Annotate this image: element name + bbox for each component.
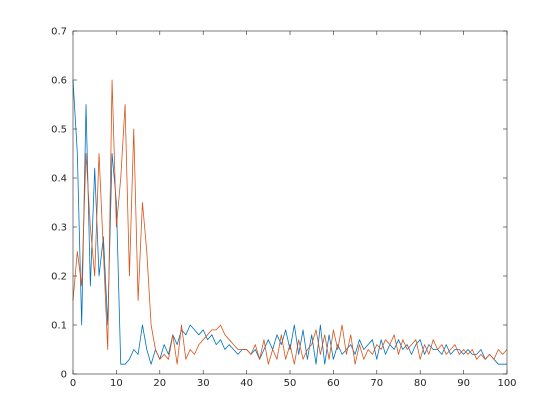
x-tick-label: 40 <box>240 378 253 389</box>
y-axis: 0 0.1 0.2 0.3 0.4 0.5 0.6 0.7 <box>51 27 507 381</box>
x-tick-label: 30 <box>197 378 210 389</box>
y-tick-label: 0.4 <box>51 174 67 185</box>
x-tick-label: 10 <box>110 378 123 389</box>
x-tick-label: 20 <box>153 378 166 389</box>
y-tick-label: 0.3 <box>51 223 67 234</box>
x-tick-label: 100 <box>497 378 516 389</box>
x-tick-label: 90 <box>457 378 470 389</box>
y-tick-label: 0 <box>61 370 67 381</box>
y-tick-label: 0.6 <box>51 76 67 87</box>
x-axis: 0 10 20 30 40 50 60 70 80 90 100 <box>70 31 517 389</box>
plot-area <box>73 31 507 374</box>
x-tick-label: 60 <box>327 378 340 389</box>
x-tick-label: 50 <box>284 378 297 389</box>
y-tick-label: 0.7 <box>51 27 67 38</box>
y-tick-label: 0.5 <box>51 125 67 136</box>
y-tick-label: 0.1 <box>51 321 67 332</box>
series-line-1 <box>72 79 507 365</box>
y-tick-label: 0.2 <box>51 272 67 283</box>
x-tick-label: 70 <box>370 378 383 389</box>
x-tick-label: 0 <box>70 378 76 389</box>
series-layer <box>72 79 508 365</box>
series-line-2 <box>72 79 508 365</box>
x-tick-label: 80 <box>414 378 427 389</box>
